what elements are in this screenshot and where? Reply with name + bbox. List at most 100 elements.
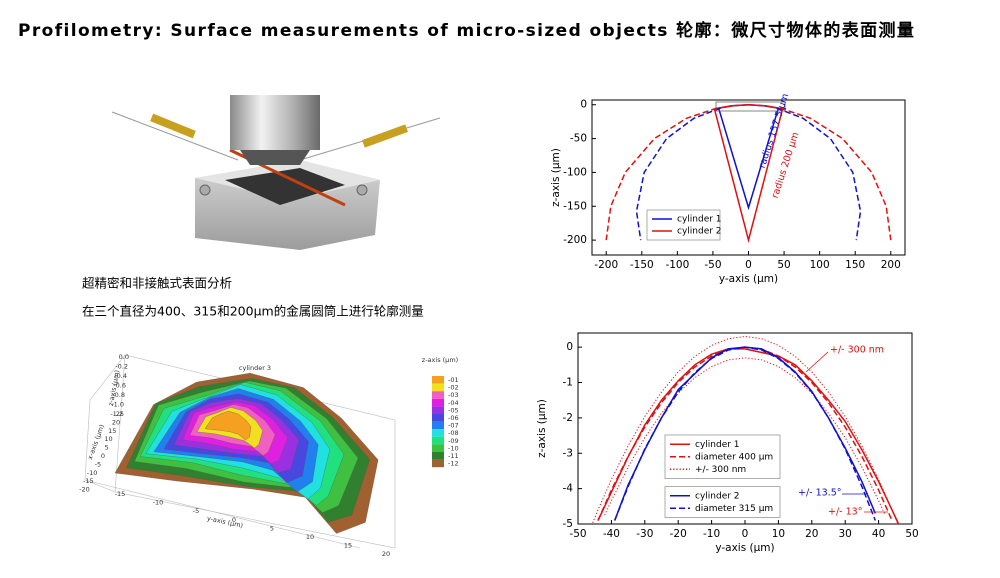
x-tick-label: -30 — [636, 528, 653, 540]
legend-label: cylinder 2 — [695, 491, 740, 501]
colorbar-label: -01 — [448, 376, 459, 384]
x-axis-label: y-axis (µm) — [715, 542, 774, 554]
colorbar-label: -08 — [448, 429, 459, 437]
x-tick-label: 50 — [905, 528, 918, 540]
x-tick-label: -20 — [670, 528, 687, 540]
x-tick-label: -10 — [703, 528, 720, 540]
colorbar-label: -09 — [448, 437, 459, 445]
surface — [114, 372, 379, 534]
series-line — [605, 107, 892, 241]
holder — [225, 168, 345, 205]
colorbar-label: -07 — [448, 422, 459, 430]
x-tick-label: 15 — [108, 427, 116, 435]
x-tick-label: 30 — [839, 528, 852, 540]
probe-right — [362, 124, 408, 148]
plot-lines — [591, 335, 900, 524]
x-tick-label: -5 — [95, 460, 101, 468]
x-tick-label: -20 — [79, 486, 90, 494]
y-tick-label: -15 — [115, 490, 126, 498]
legend-label: cylinder 1 — [677, 215, 722, 225]
x-tick-label: -150 — [630, 259, 654, 271]
x-tick-label: 25 — [116, 410, 124, 418]
objective-tip — [240, 150, 310, 165]
arrow — [805, 351, 829, 373]
caption: 在三个直径为400、315和200μm的金属圆筒上进行轮廓测量 — [82, 304, 424, 319]
colorbar-swatch — [432, 429, 444, 437]
colorbar-swatch — [432, 383, 444, 392]
legend-label: diameter 315 µm — [695, 504, 773, 514]
screw — [199, 184, 211, 196]
x-tick-label: 200 — [881, 259, 901, 271]
slide-title: Profilometry: Surface measurements of mi… — [18, 20, 915, 41]
legend-label: cylinder 1 — [695, 440, 740, 450]
x-tick-label: -50 — [569, 528, 586, 540]
series-line — [591, 335, 899, 524]
x-tick-label: 50 — [777, 259, 790, 271]
colorbar-swatch — [432, 459, 444, 468]
z-tick-label: -0.2 — [115, 363, 128, 371]
legend-label: cylinder 2 — [677, 227, 722, 237]
z-tick-label: -0.4 — [114, 372, 127, 380]
y-tick-label: 0 — [232, 516, 236, 524]
series-line — [614, 346, 876, 521]
z-tick-label: -0.8 — [112, 391, 125, 399]
legend-label: +/- 300 nm — [695, 465, 746, 475]
colorbar-label: -06 — [448, 414, 459, 422]
z-tick-label: -1.0 — [111, 401, 124, 409]
x-tick-label: 0 — [742, 528, 749, 540]
setup-photo — [111, 95, 441, 250]
y-tick-label: -3 — [563, 447, 573, 459]
frame-line — [84, 354, 126, 493]
z-tick-label: -0.6 — [113, 382, 126, 390]
x-tick-label: 100 — [810, 259, 830, 271]
y-tick-label: 5 — [270, 524, 274, 532]
y-axis-label: z-axis (µm) — [550, 148, 562, 207]
colorbar-swatch — [432, 436, 444, 445]
colorbar-label: -04 — [448, 399, 459, 407]
series-line — [713, 103, 784, 244]
y-tick-label: -5 — [193, 507, 199, 515]
y-tick-label: -200 — [563, 234, 587, 246]
y-tick-label: -50 — [570, 133, 587, 145]
surface-band — [204, 410, 252, 441]
y-tick-label: -1 — [563, 377, 573, 389]
frame-line — [84, 479, 361, 549]
y-axis-label: z-axis (µm) — [536, 399, 548, 458]
annotation: +/- 300 nm — [830, 345, 884, 356]
colorbar-swatch — [432, 414, 444, 422]
y-tick-label: -4 — [563, 483, 574, 495]
x-tick-label: 20 — [112, 418, 120, 426]
x-tick-label: 0 — [745, 259, 752, 271]
x-tick-label: -40 — [603, 528, 620, 540]
x-tick-label: -10 — [87, 469, 98, 477]
x-tick-label: 10 — [772, 528, 785, 540]
y-tick-label: 20 — [382, 550, 390, 558]
y-tick-label: -100 — [563, 166, 587, 178]
colorbar-label: -12 — [448, 460, 459, 468]
y-tick-label: -2 — [563, 412, 573, 424]
annotation: +/- 13° — [828, 507, 862, 518]
x-tick-label: -15 — [83, 477, 94, 485]
y-tick-label: 0 — [566, 341, 573, 353]
legend-box — [646, 209, 721, 241]
x-tick-label: 20 — [805, 528, 818, 540]
colorbar-label: -05 — [448, 406, 459, 414]
colorbar-swatch — [432, 406, 444, 414]
y-tick-label: 10 — [306, 533, 314, 541]
objective — [230, 95, 320, 150]
y-tick-label: -5 — [563, 518, 573, 530]
colorbar-title: z-axis (µm) — [422, 356, 458, 364]
legend-box — [664, 486, 781, 518]
y-tick-label: -10 — [153, 499, 164, 507]
legend-label: diameter 400 µm — [695, 452, 773, 462]
colorbar-label: -03 — [448, 391, 459, 399]
x-tick-label: 10 — [104, 435, 112, 443]
x-tick-label: 40 — [872, 528, 885, 540]
x-tick-label: -200 — [594, 259, 618, 271]
x-tick-label: 5 — [105, 444, 109, 452]
colorbar-swatch — [432, 444, 444, 452]
y-tick-label: 0 — [580, 99, 587, 111]
x-tick-label: 0 — [101, 452, 105, 460]
colorbar-label: -11 — [448, 452, 459, 460]
colorbar-label: -10 — [448, 444, 459, 452]
